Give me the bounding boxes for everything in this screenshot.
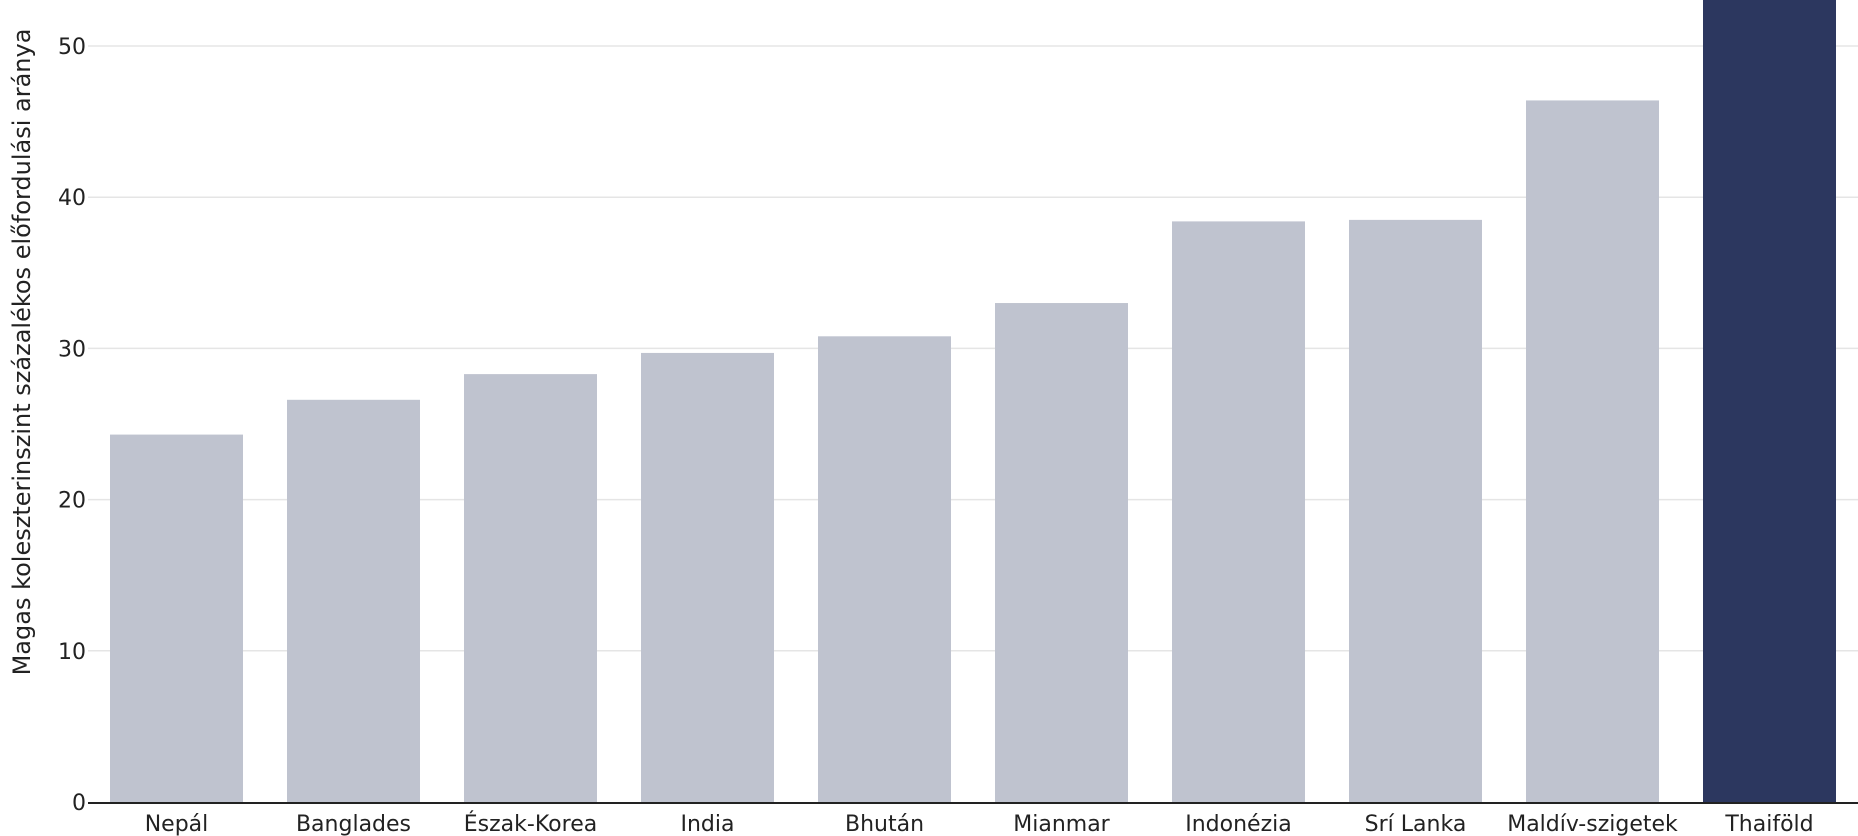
- y-tick-label-0: 0: [72, 791, 86, 816]
- bar-9: [1703, 0, 1836, 802]
- bars: [110, 0, 1836, 803]
- x-tick-label-7: Srí Lanka: [1365, 812, 1467, 836]
- bar-7: [1349, 219, 1482, 802]
- y-tick-label-10: 10: [58, 640, 86, 665]
- x-tick-label-1: Banglades: [296, 812, 411, 836]
- x-tick-labels: Nepál Banglades Észak-Korea India Bhután Mian…: [145, 811, 1814, 836]
- y-tick-label-40: 40: [58, 186, 86, 211]
- x-tick-label-0: Nepál: [145, 812, 209, 836]
- x-tick-label-9: Thaiföld: [1724, 812, 1813, 836]
- y-tick-label-30: 30: [58, 337, 86, 362]
- x-tick-label-6: Indonézia: [1185, 812, 1291, 836]
- x-tick-label-5: Mianmar: [1013, 812, 1110, 836]
- bar-4: [818, 336, 951, 802]
- x-tick-label-2: Észak-Korea: [464, 811, 597, 836]
- x-tick-label-3: India: [681, 812, 735, 836]
- bar-5: [995, 303, 1128, 802]
- bar-0: [110, 434, 243, 802]
- y-tick-label-20: 20: [58, 489, 86, 514]
- x-tick-label-4: Bhután: [845, 812, 924, 836]
- bar-2: [464, 374, 597, 802]
- y-tick-labels: 0 10 20 30 40 50: [58, 35, 86, 816]
- bar-3: [641, 352, 774, 802]
- bar-8: [1526, 100, 1659, 802]
- bar-6: [1172, 221, 1305, 803]
- y-tick-label-50: 50: [58, 35, 86, 60]
- y-axis-title: Magas koleszterinszint százalékos előfor…: [8, 29, 36, 676]
- x-tick-label-8: Maldív-szigetek: [1507, 812, 1678, 836]
- bar-1: [287, 399, 420, 802]
